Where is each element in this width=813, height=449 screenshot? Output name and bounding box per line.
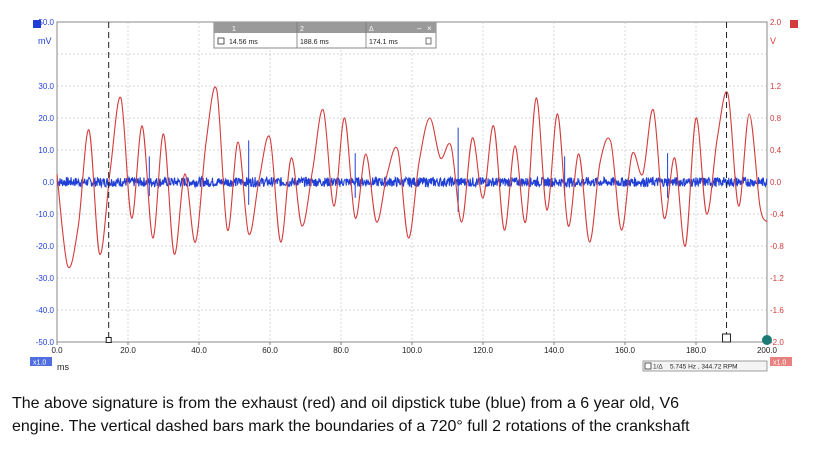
right-zoom-badge[interactable] (770, 357, 792, 366)
right-tick-label: -1.2 (770, 274, 784, 283)
right-unit-label: V (770, 36, 776, 46)
x-tick-label: 20.0 (120, 346, 136, 355)
left-tick-label: 30.0 (38, 82, 54, 91)
right-zoom-label: x1.0 (773, 360, 786, 367)
right-tick-label: -0.4 (770, 210, 784, 219)
readout-col2-header: 2 (300, 26, 304, 33)
frequency-icon-label: 1/Δ (653, 364, 663, 371)
oscilloscope-chart: 50.030.020.010.00.0-10.0-20.0-30.0-40.0-… (30, 18, 798, 372)
x-tick-label: 120.0 (473, 346, 494, 355)
readout-col3-header: Δ (369, 26, 374, 33)
x-tick-label: 60.0 (262, 346, 278, 355)
left-tick-label: 20.0 (38, 114, 54, 123)
x-tick-label: 100.0 (402, 346, 423, 355)
trigger-marker[interactable] (762, 335, 772, 345)
left-tick-label: -50.0 (36, 338, 55, 347)
x-tick-label: 200.0 (757, 346, 778, 355)
ruler-readout-panel[interactable]: 1 2 Δ – × 14.56 ms 188.6 ms 174.1 ms (213, 21, 437, 49)
x-tick-label: 140.0 (544, 346, 565, 355)
minimize-icon[interactable]: – (417, 24, 422, 33)
right-tick-label: -0.8 (770, 242, 784, 251)
left-unit-label: mV (38, 36, 52, 46)
right-tick-label: -1.6 (770, 306, 784, 315)
red-series-line (56, 86, 768, 269)
caption: The above signature is from the exhaust … (12, 392, 807, 438)
right-tick-label: 1.2 (770, 82, 782, 91)
x-tick-label: 160.0 (615, 346, 636, 355)
right-tick-label: 2.0 (770, 18, 782, 27)
ruler-readout-header (214, 22, 436, 33)
right-tick-label: -2.0 (770, 338, 784, 347)
x-tick-label: 80.0 (333, 346, 349, 355)
x-tick-label: 180.0 (686, 346, 707, 355)
left-zoom-label: x1.0 (33, 360, 46, 367)
x-unit-label: ms (57, 362, 69, 372)
blue-series-layer (56, 127, 768, 212)
ruler-handle[interactable] (722, 333, 732, 343)
left-zoom-badge[interactable] (30, 357, 52, 366)
left-tick-label: -10.0 (36, 210, 55, 219)
left-tick-label: -30.0 (36, 274, 55, 283)
left-channel-marker (33, 20, 41, 28)
right-tick-label: 0.4 (770, 146, 782, 155)
right-channel-marker (790, 20, 798, 28)
right-tick-label: 0.0 (770, 178, 782, 187)
left-tick-label: -40.0 (36, 306, 55, 315)
ruler-layer[interactable] (105, 22, 772, 345)
x-axis: 0.0 20.0 40.0 60.0 80.0 100.0 120.0 140.0 160.0 1… (51, 342, 778, 355)
left-tick-label: 10.0 (38, 146, 54, 155)
blue-series-line (56, 175, 768, 189)
readout-value-2: 188.6 ms (300, 39, 329, 46)
frequency-readout: 5.745 Hz , 344.72 RPM (670, 364, 738, 371)
left-tick-label: 50.0 (38, 18, 54, 27)
frequency-icon (644, 362, 652, 370)
readout-row-icon (217, 37, 225, 45)
x-tick-label: 40.0 (191, 346, 207, 355)
caption-line-1: The above signature is from the exhaust … (12, 395, 680, 412)
frequency-readout-box (642, 360, 768, 372)
readout-value-delta: 174.1 ms (369, 39, 398, 46)
readout-value-1: 14.56 ms (229, 39, 258, 46)
x-tick-label: 0.0 (51, 346, 63, 355)
ruler-handle[interactable] (105, 337, 112, 343)
caption-line-2: engine. The vertical dashed bars mark th… (12, 418, 690, 435)
red-series-layer (56, 86, 768, 269)
close-icon[interactable]: × (427, 24, 432, 33)
lock-icon[interactable] (425, 37, 432, 45)
left-tick-label: -20.0 (36, 242, 55, 251)
right-axis: 2.0 1.2 0.8 0.4 0.0 -0.4 -0.8 -1.2 -1.6 -2.0 (770, 18, 784, 347)
readout-col1-header: 1 (232, 26, 236, 33)
right-tick-label: 0.8 (770, 114, 782, 123)
left-axis: 50.0 30.0 20.0 10.0 0.0 -10.0 -20.0 -30.0 -40.0 -… (36, 18, 55, 347)
left-tick-label: 0.0 (43, 178, 55, 187)
